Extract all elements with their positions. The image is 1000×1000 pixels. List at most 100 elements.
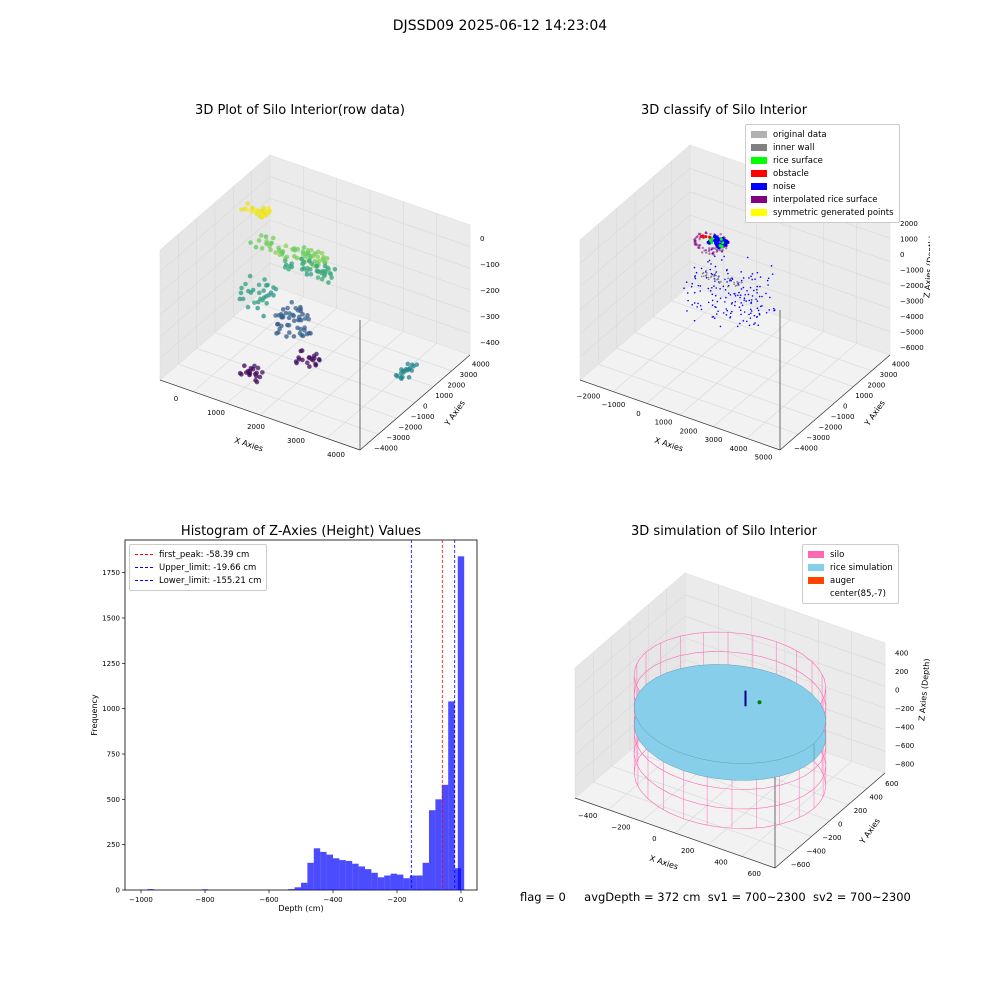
y-tick-label: −200: [822, 834, 841, 842]
noise-point: [750, 302, 752, 305]
noise-point: [729, 279, 731, 282]
scatter-point: [270, 235, 276, 241]
legend-line-swatch: [135, 580, 153, 581]
noise-point: [697, 302, 699, 305]
center-marker: [757, 700, 762, 705]
panel4-legend: silo rice simulation auger center(85,-7): [802, 544, 899, 604]
y-tick-label: −1000: [411, 413, 435, 421]
noise-point: [725, 296, 727, 299]
interpolated-point: [710, 247, 714, 250]
histogram-bar: [339, 860, 346, 890]
inner-wall-point: [705, 269, 707, 272]
noise-point: [750, 275, 752, 278]
noise-point: [726, 240, 730, 245]
noise-point: [739, 309, 742, 312]
legend-entry: obstacle: [751, 167, 894, 180]
noise-point: [711, 299, 714, 302]
interpolated-point: [694, 239, 697, 243]
histogram-frame: [124, 539, 478, 891]
interpolated-point: [721, 248, 724, 252]
legend-swatch: [751, 131, 767, 138]
noise-point: [707, 287, 710, 290]
x-tick-label: −800: [195, 896, 214, 904]
grid-line: [579, 168, 691, 264]
y-tick-label: 750: [107, 750, 120, 758]
interpolated-point: [699, 232, 702, 236]
scatter-point: [311, 253, 316, 259]
noise-point: [753, 323, 755, 326]
histogram-bar: [333, 858, 340, 890]
scatter-point: [245, 304, 251, 310]
panel4-title: 3D simulation of Silo Interior: [631, 524, 817, 539]
y-tick-label: −3000: [386, 434, 410, 442]
noise-point: [720, 259, 723, 261]
noise-point: [772, 307, 775, 310]
histogram-bar: [352, 863, 359, 890]
legend-entry: center(85,-7): [808, 587, 893, 600]
y-tick-label: 3000: [460, 371, 478, 379]
scatter-point: [277, 248, 282, 253]
scatter-point: [298, 308, 304, 314]
inner-wall-point: [737, 284, 740, 287]
noise-point: [713, 285, 715, 287]
x-tick-label: −2000: [577, 392, 601, 400]
scatter-point: [249, 205, 255, 211]
interpolated-point: [696, 235, 699, 238]
noise-point: [715, 306, 717, 309]
grid-line: [269, 176, 471, 247]
legend-swatch: [808, 590, 824, 597]
scatter-point: [271, 293, 276, 298]
noise-point: [750, 312, 752, 314]
noise-point: [700, 308, 703, 311]
histogram-bar: [403, 878, 410, 890]
rice-surface-point: [718, 244, 722, 248]
x-tick-label: 3000: [705, 436, 723, 444]
noise-point: [739, 294, 742, 297]
noise-point: [756, 307, 759, 309]
scatter-point: [301, 266, 307, 271]
legend-label: auger: [830, 575, 855, 586]
noise-point: [722, 285, 725, 288]
noise-point: [717, 310, 719, 312]
noise-point: [743, 311, 746, 313]
inner-wall-point: [702, 271, 705, 274]
y-tick-label: −400: [807, 848, 826, 856]
histogram-bar: [371, 872, 378, 890]
scatter-point: [305, 313, 310, 318]
noise-point: [686, 310, 688, 312]
noise-point: [755, 298, 757, 300]
noise-point: [713, 317, 716, 320]
scatter-point: [247, 372, 252, 378]
scatter-point: [295, 246, 301, 252]
x-tick-label: 200: [681, 847, 694, 855]
status-flag: flag = 0: [520, 890, 566, 904]
scatter-point: [277, 252, 283, 257]
scatter-point: [260, 297, 265, 303]
x-tick-label: 0: [174, 395, 178, 403]
noise-point: [744, 293, 747, 296]
scatter-point: [261, 288, 266, 293]
noise-point: [754, 278, 756, 280]
scatter-point: [315, 269, 321, 274]
y-tick-label: 3000: [880, 371, 898, 379]
noise-point: [713, 274, 716, 276]
inner-wall-point: [707, 276, 710, 279]
histogram-bar: [384, 875, 391, 890]
scatter-point: [304, 272, 310, 277]
histogram-bar: [422, 862, 429, 890]
scatter-point: [262, 277, 267, 282]
noise-point: [731, 302, 734, 304]
inner-wall-point: [740, 281, 743, 284]
histogram-bar: [435, 799, 442, 890]
noise-point: [746, 289, 748, 292]
noise-point: [740, 313, 742, 316]
scatter-point: [275, 330, 281, 335]
grid-line: [159, 176, 271, 272]
rice-surface: [633, 664, 827, 781]
interpolated-point: [715, 250, 718, 253]
noise-point: [771, 273, 774, 275]
panel4-3d-simulation: −400−20002004006006004002000−200−400−600…: [574, 572, 930, 878]
noise-point: [737, 282, 739, 285]
scatter-point: [285, 305, 290, 311]
noise-point: [738, 291, 740, 294]
